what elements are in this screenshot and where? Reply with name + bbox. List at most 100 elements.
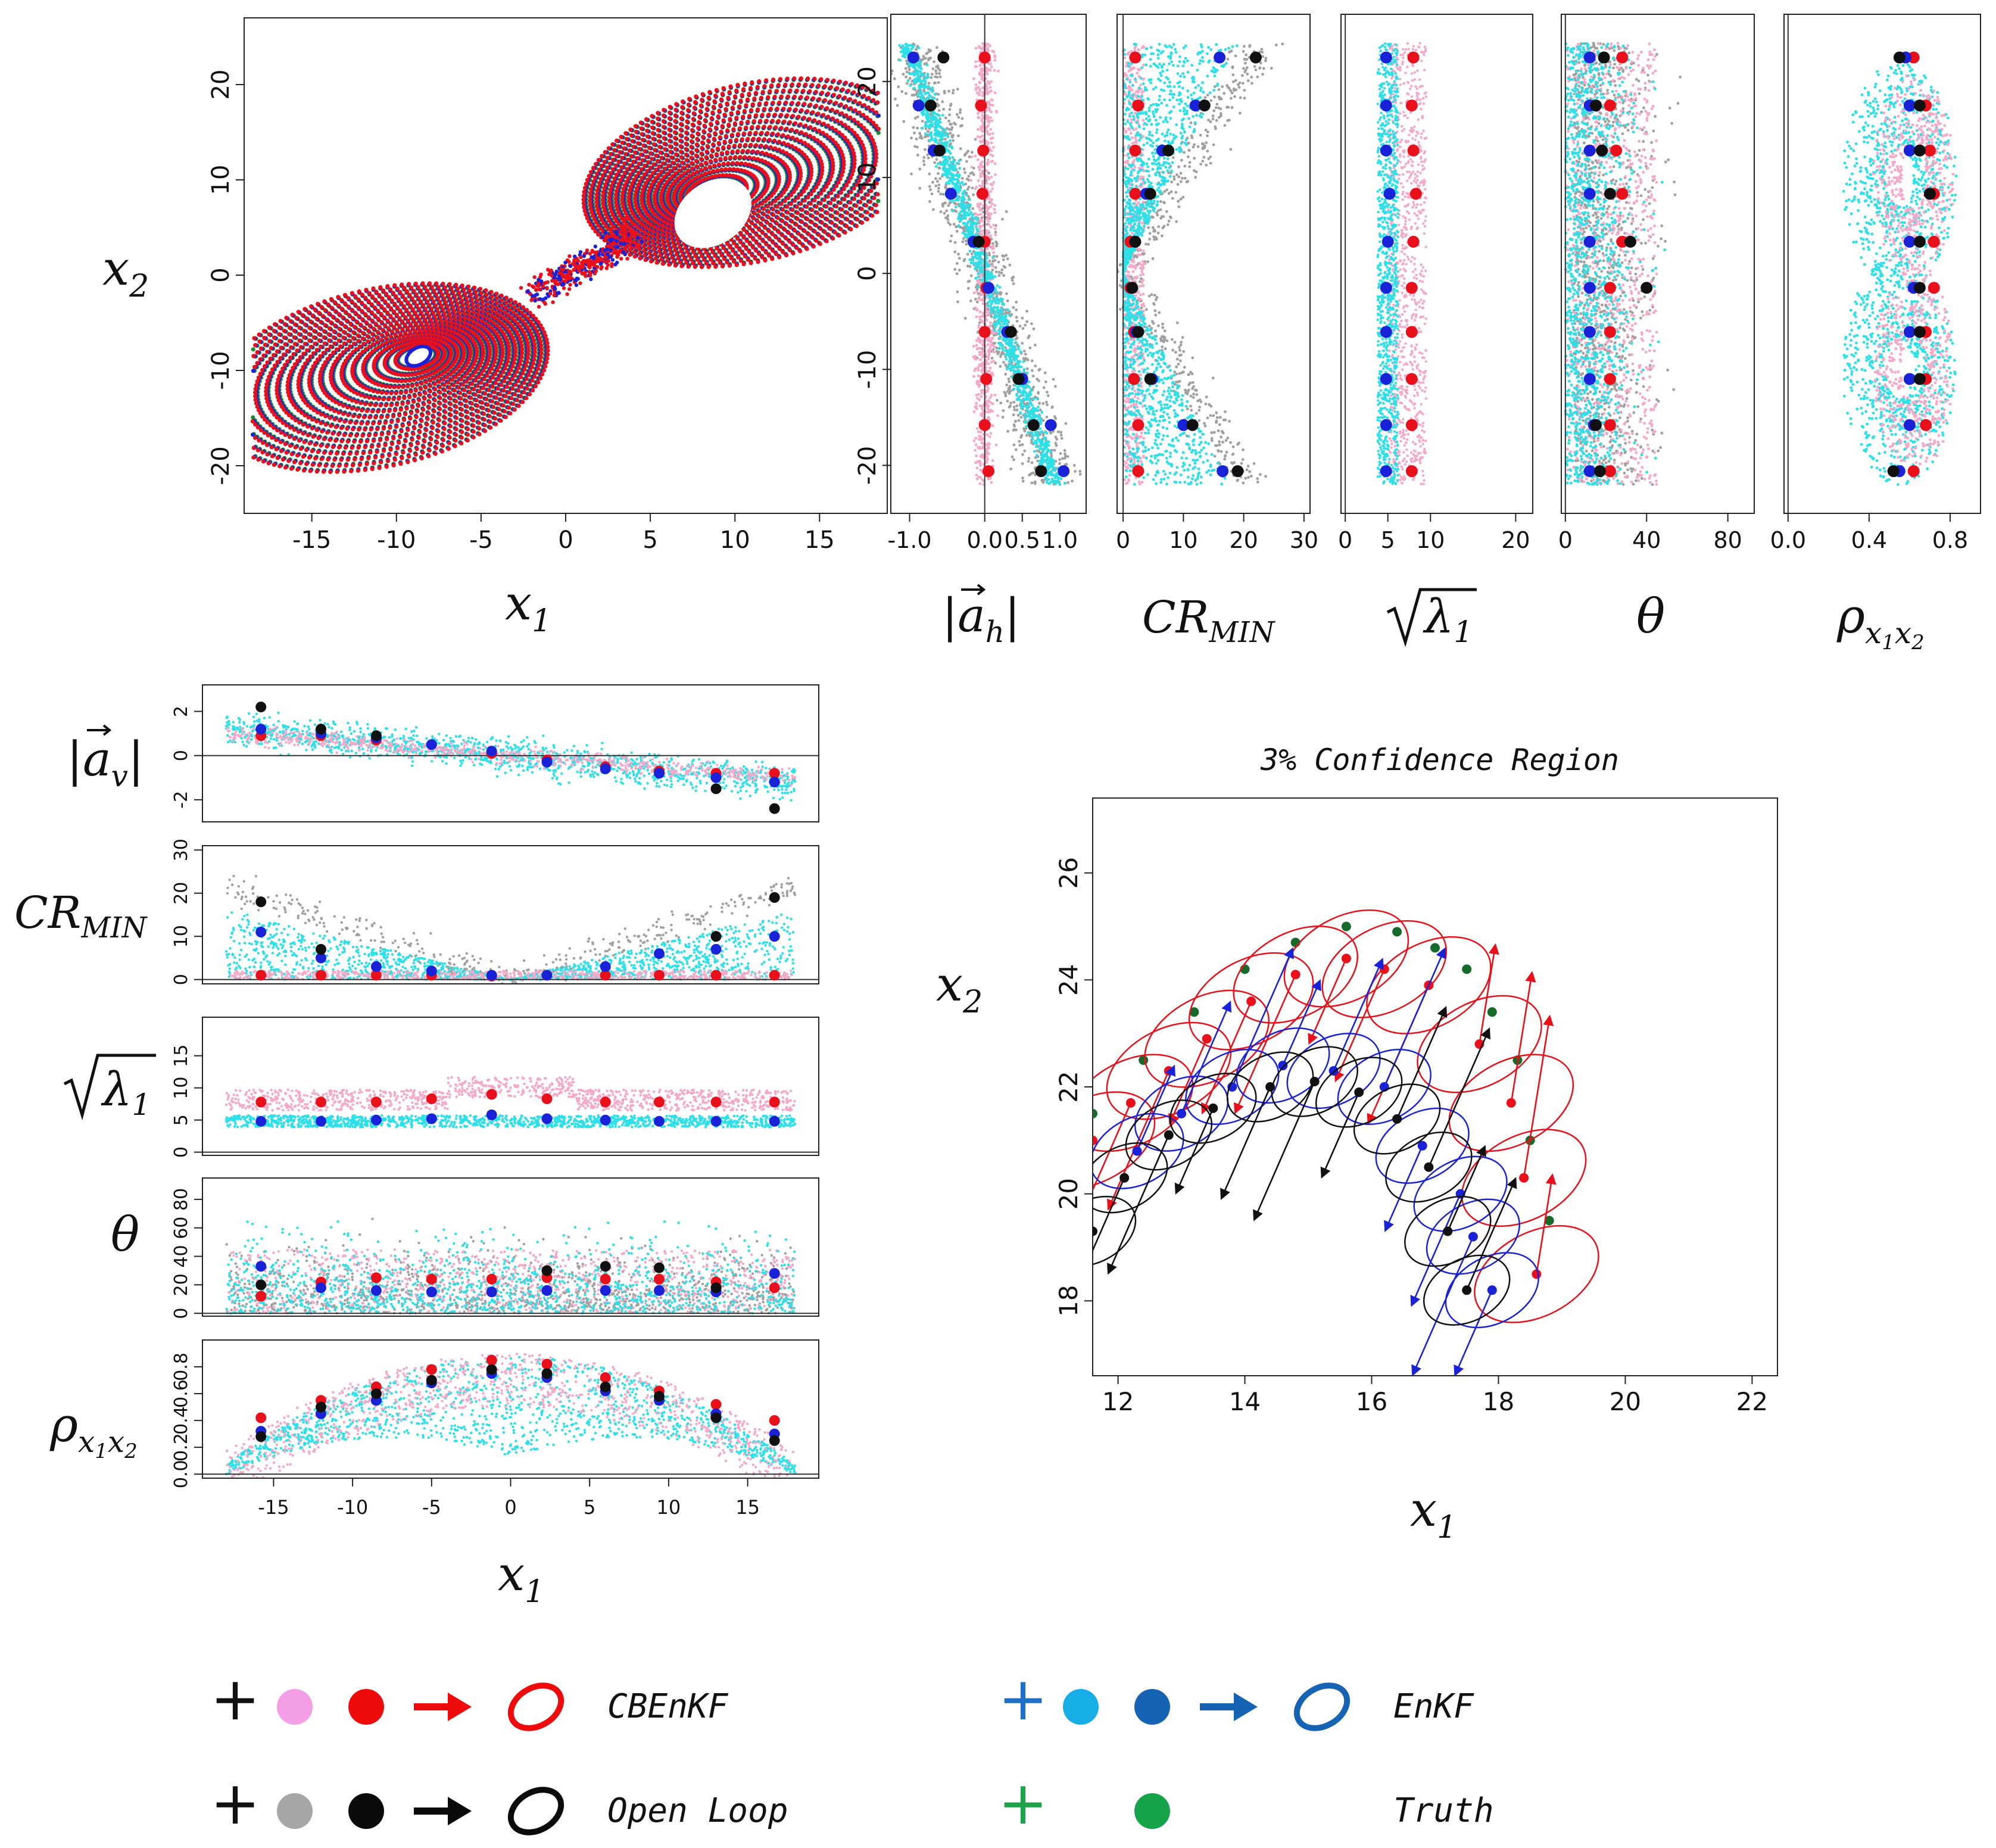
legend-cbenkf-ellipse	[507, 1682, 565, 1731]
point-enkf-lam_h	[710, 1115, 722, 1127]
y-tick-label-crmin_h: 0	[171, 974, 192, 985]
point-cbenkf-rho_h	[486, 1354, 497, 1366]
panel-frame-lam_v	[1340, 14, 1533, 514]
x-tick-label-conf: 14	[1229, 1387, 1261, 1416]
point-truth-conf	[1462, 964, 1472, 974]
point-enkf-av_h	[426, 739, 437, 750]
point-enkf-crmin_v	[1189, 99, 1202, 112]
point-enkf-crmin_h	[600, 961, 611, 972]
y-tick-label-phase: 0	[207, 267, 235, 282]
y-tick-label-conf: 26	[1054, 857, 1083, 889]
x-tick-label-conf: 22	[1736, 1387, 1768, 1416]
y-tick-label-conf: 18	[1054, 1285, 1083, 1317]
point-open-loop-theta_h	[710, 1282, 722, 1294]
point-truth-conf	[1430, 943, 1440, 953]
point-open-loop-conf	[1462, 1285, 1472, 1295]
y-tick-label-phase: 10	[207, 165, 235, 195]
point-open-loop-conf	[1093, 1226, 1097, 1236]
panel-frame-ah	[890, 14, 1087, 514]
point-cbenkf-lam_h	[654, 1096, 665, 1108]
legend-label-truth: Truth	[1393, 1791, 1494, 1830]
point-open-loop-crmin_h	[710, 931, 722, 942]
point-cbenkf-crmin_h	[710, 970, 722, 981]
point-cbenkf-lam_h	[370, 1096, 382, 1108]
panel-frame-crmin_v	[1116, 14, 1311, 514]
point-cbenkf-conf	[1532, 1269, 1542, 1279]
point-enkf-av_h	[255, 724, 267, 735]
point-cbenkf-conf	[1519, 1173, 1529, 1183]
point-cbenkf-crmin_v	[1129, 188, 1142, 200]
legend-row-truth: + Truth	[998, 1768, 1493, 1838]
cloud-gray-crmin_h	[226, 874, 797, 984]
x-tick-label-phase: 0	[558, 526, 573, 554]
point-cbenkf-lam_v	[1405, 465, 1418, 478]
point-open-loop-theta_v	[1593, 465, 1606, 478]
x-tick-label-ah: -1.0	[887, 527, 931, 553]
point-enkf-theta_v	[1583, 465, 1596, 478]
point-enkf-conf	[1468, 1232, 1478, 1242]
y-tick-label-conf: 20	[1054, 1178, 1083, 1210]
point-enkf-theta_v	[1583, 326, 1596, 338]
cloud-cyan-ah	[898, 42, 1066, 486]
arrow-enkf	[1282, 979, 1321, 1066]
point-enkf-crmin_h	[316, 952, 326, 964]
arrow-cbenkf	[1523, 1014, 1554, 1178]
arrow-enkf	[1333, 958, 1384, 1071]
y-tick-label-crmin_h: 30	[171, 839, 192, 861]
theta-xlabel: θ	[1636, 588, 1665, 644]
ellipse-open-loop	[1169, 1073, 1257, 1144]
arrow-open-loop	[1107, 1135, 1169, 1275]
x-tick-label-rho_v: 0.0	[1770, 527, 1806, 553]
point-cbenkf-ah	[978, 419, 991, 431]
point-cbenkf-rho_v	[1907, 465, 1920, 478]
point-enkf-lam_h	[426, 1113, 437, 1124]
point-cbenkf-lam_v	[1405, 99, 1418, 112]
point-enkf-conf	[1417, 1140, 1427, 1151]
point-enkf-ah	[912, 99, 925, 112]
av-ylabel: |av|	[67, 731, 144, 793]
y-tick-label-conf: 22	[1054, 1071, 1083, 1102]
point-enkf-lam_h	[370, 1114, 382, 1126]
point-cbenkf-lam_v	[1407, 144, 1420, 157]
point-enkf-rho_v	[1903, 99, 1916, 112]
point-enkf-crmin_h	[541, 970, 553, 981]
point-enkf-lam_v	[1380, 465, 1392, 478]
x-tick-label-lam_v: 20	[1501, 527, 1530, 553]
x-tick-label-hstrips: 10	[657, 1496, 681, 1519]
x-tick-label-hstrips: 5	[584, 1496, 595, 1519]
x-tick-label-phase: -10	[377, 526, 416, 554]
point-cbenkf-rho_h	[710, 1399, 722, 1410]
point-enkf-crmin_v	[1214, 51, 1226, 64]
point-cbenkf-rho_h	[769, 1415, 780, 1426]
point-enkf-lam_h	[769, 1115, 780, 1127]
point-open-loop-conf	[1424, 1162, 1434, 1172]
arrow-open-loop	[1093, 1177, 1125, 1252]
point-enkf-theta_v	[1583, 51, 1596, 64]
arrow-open-loop	[1174, 1108, 1214, 1195]
point-cbenkf-lam_v	[1405, 419, 1418, 431]
y-tick-label-lam_h: 10	[171, 1077, 192, 1099]
panel-frame-rho_v	[1783, 14, 1981, 514]
point-open-loop-rho_h	[255, 1431, 267, 1442]
arrow-enkf	[1411, 1236, 1474, 1376]
legend-openloop-dot	[348, 1793, 384, 1829]
point-enkf-crmin_h	[370, 961, 382, 972]
point-open-loop-rho_h	[426, 1375, 437, 1386]
point-cbenkf-crmin_v	[1132, 419, 1144, 431]
ellipse-cbenkf	[1093, 1054, 1194, 1152]
point-cbenkf-crmin_h	[370, 970, 382, 981]
point-enkf-lam_v	[1380, 326, 1392, 338]
ellipse-enkf	[1236, 1027, 1330, 1104]
y-tick-label-lam_h: 0	[171, 1146, 192, 1158]
point-enkf-ah	[1044, 419, 1057, 431]
point-cbenkf-theta_v	[1610, 144, 1623, 157]
point-open-loop-ah	[934, 144, 946, 157]
point-cbenkf-theta_h	[426, 1273, 437, 1285]
lambda-xlabel: λ1	[1386, 588, 1477, 649]
legend-label-cbenkf: CBEnKF	[607, 1687, 729, 1726]
point-open-loop-theta_v	[1624, 235, 1636, 248]
point-truth-conf	[1544, 1216, 1554, 1226]
point-truth-conf	[1139, 1055, 1149, 1065]
point-open-loop-rho_v	[1913, 144, 1926, 157]
arrow-enkf	[1136, 1064, 1176, 1152]
